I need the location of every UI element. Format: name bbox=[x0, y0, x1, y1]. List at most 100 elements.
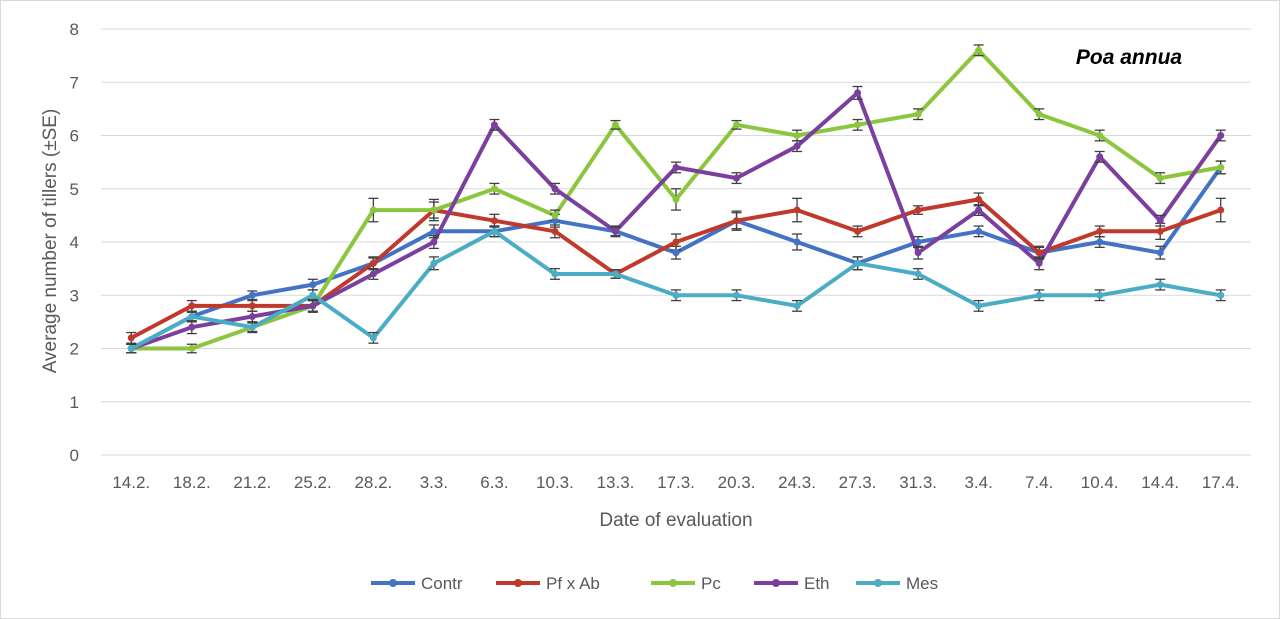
legend-item-pc: Pc bbox=[651, 574, 721, 593]
legend-label: Pf x Ab bbox=[546, 574, 600, 593]
data-point-pc bbox=[672, 195, 680, 203]
data-point-pc bbox=[1035, 110, 1043, 118]
data-point-contr bbox=[309, 281, 317, 289]
x-axis-title: Date of evaluation bbox=[599, 510, 752, 531]
data-point-mes bbox=[309, 291, 317, 299]
x-tick-label: 28.2. bbox=[354, 473, 392, 492]
data-point-contr bbox=[793, 238, 801, 246]
data-point-pc bbox=[733, 121, 741, 129]
x-tick-label: 7.4. bbox=[1025, 473, 1053, 492]
series-line-pf-x-ab bbox=[129, 197, 1223, 340]
data-point-contr bbox=[430, 227, 438, 235]
data-point-mes bbox=[430, 259, 438, 267]
data-point-mes bbox=[490, 227, 498, 235]
data-point-mes bbox=[914, 270, 922, 278]
y-tick-label: 8 bbox=[70, 20, 79, 39]
data-point-eth bbox=[369, 270, 377, 278]
data-point-eth bbox=[551, 185, 559, 193]
data-point-pc bbox=[551, 211, 559, 219]
data-point-pc bbox=[490, 185, 498, 193]
data-point-contr bbox=[672, 249, 680, 257]
y-tick-label: 7 bbox=[70, 73, 79, 92]
data-point-eth bbox=[490, 121, 498, 129]
data-point-eth bbox=[1156, 217, 1164, 225]
data-point-pf-x-ab bbox=[1217, 206, 1225, 214]
data-point-mes bbox=[1096, 291, 1104, 299]
data-point-pc bbox=[1096, 132, 1104, 139]
data-point-pf-x-ab bbox=[672, 238, 680, 246]
data-point-eth bbox=[248, 313, 256, 321]
data-point-pf-x-ab bbox=[1096, 227, 1104, 235]
x-tick-label: 17.3. bbox=[657, 473, 695, 492]
legend-item-mes: Mes bbox=[856, 574, 938, 593]
series-line-eth bbox=[129, 90, 1223, 351]
data-point-mes bbox=[369, 334, 377, 342]
y-tick-label: 3 bbox=[70, 286, 79, 305]
data-point-mes bbox=[551, 270, 559, 278]
data-point-pf-x-ab bbox=[551, 227, 559, 235]
legend: Contr Pf x Ab Pc Eth Mes bbox=[371, 574, 938, 593]
error-bars bbox=[126, 44, 1226, 354]
data-point-mes bbox=[1035, 291, 1043, 299]
legend-marker bbox=[874, 579, 882, 587]
data-point-eth bbox=[309, 302, 317, 310]
x-tick-label: 10.3. bbox=[536, 473, 574, 492]
data-point-pf-x-ab bbox=[369, 259, 377, 267]
x-tick-label: 3.3. bbox=[420, 473, 448, 492]
data-point-pf-x-ab bbox=[914, 206, 922, 214]
data-point-mes bbox=[975, 302, 983, 310]
data-point-eth bbox=[672, 163, 680, 171]
data-point-contr bbox=[248, 291, 256, 299]
y-axis-title: Average number of tillers (±SE) bbox=[40, 109, 61, 374]
data-point-mes bbox=[1217, 291, 1225, 299]
data-point-pc bbox=[369, 206, 377, 214]
data-point-eth bbox=[1035, 259, 1043, 267]
legend-marker bbox=[772, 579, 780, 587]
legend-item-eth: Eth bbox=[754, 574, 830, 593]
data-point-pf-x-ab bbox=[733, 217, 741, 225]
data-point-pf-x-ab bbox=[793, 206, 801, 214]
data-point-pc bbox=[793, 132, 801, 139]
data-point-eth bbox=[793, 142, 801, 150]
data-point-eth bbox=[430, 238, 438, 246]
data-point-pf-x-ab bbox=[188, 302, 196, 310]
data-point-pc bbox=[1156, 174, 1164, 182]
x-tick-label: 18.2. bbox=[173, 473, 211, 492]
data-point-eth bbox=[1096, 153, 1104, 161]
data-point-pf-x-ab bbox=[854, 227, 862, 235]
data-point-pf-x-ab bbox=[1035, 249, 1043, 257]
data-point-pf-x-ab bbox=[1156, 227, 1164, 235]
data-point-eth bbox=[975, 206, 983, 214]
y-tick-label: 4 bbox=[70, 233, 79, 252]
data-point-mes bbox=[672, 291, 680, 299]
legend-marker bbox=[514, 579, 522, 587]
y-tick-label: 2 bbox=[70, 340, 79, 359]
data-point-eth bbox=[611, 227, 619, 235]
x-tick-label: 31.3. bbox=[899, 473, 937, 492]
data-point-eth bbox=[914, 249, 922, 257]
data-point-eth bbox=[188, 323, 196, 331]
x-tick-label: 14.2. bbox=[112, 473, 150, 492]
data-point-eth bbox=[1217, 132, 1225, 139]
data-point-pc bbox=[854, 121, 862, 129]
y-axis-ticks: 0 1 2 3 4 5 6 7 8 bbox=[70, 20, 79, 465]
x-tick-label: 3.4. bbox=[964, 473, 992, 492]
x-tick-label: 24.3. bbox=[778, 473, 816, 492]
data-point-mes bbox=[248, 323, 256, 331]
legend-label: Mes bbox=[906, 574, 938, 593]
x-tick-label: 10.4. bbox=[1081, 473, 1119, 492]
x-tick-label: 21.2. bbox=[233, 473, 271, 492]
legend-label: Eth bbox=[804, 574, 830, 593]
legend-marker bbox=[669, 579, 677, 587]
x-tick-label: 20.3. bbox=[718, 473, 756, 492]
data-point-pc bbox=[914, 110, 922, 118]
data-point-mes bbox=[793, 302, 801, 310]
data-point-pc bbox=[1217, 163, 1225, 171]
x-tick-label: 25.2. bbox=[294, 473, 332, 492]
data-point-contr bbox=[914, 238, 922, 246]
x-tick-label: 17.4. bbox=[1202, 473, 1240, 492]
data-point-contr bbox=[1156, 249, 1164, 257]
data-point-contr bbox=[551, 217, 559, 225]
data-point-pc bbox=[188, 345, 196, 352]
